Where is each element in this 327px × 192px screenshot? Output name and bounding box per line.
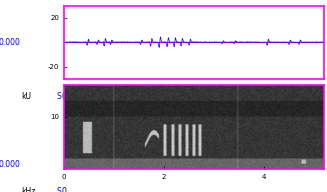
Text: kHz: kHz [21, 187, 35, 192]
Text: kU: kU [21, 92, 31, 101]
Text: 0.000: 0.000 [0, 38, 21, 47]
Text: 0.000: 0.000 [0, 160, 21, 169]
Text: 0: 0 [61, 92, 66, 101]
Text: 0: 0 [61, 187, 66, 192]
Text: S: S [57, 187, 61, 192]
Text: S: S [57, 92, 61, 101]
